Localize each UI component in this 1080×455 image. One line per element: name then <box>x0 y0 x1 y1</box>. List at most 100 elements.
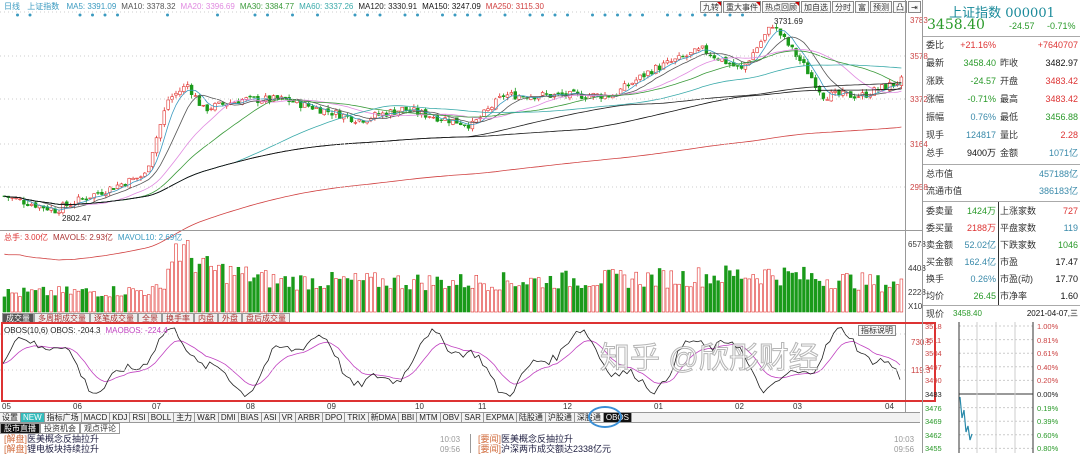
candle <box>314 107 319 110</box>
volume-bar <box>899 278 904 313</box>
news-item[interactable]: [要闻]沪深两市成交额达2338亿元 <box>478 444 611 454</box>
indicator-tab[interactable]: MTM <box>417 413 441 422</box>
mini-axis-left: 3476 <box>925 403 942 413</box>
indicator-tab[interactable]: DPO <box>323 413 346 422</box>
volume-bar <box>221 263 225 313</box>
volume-bar <box>213 270 217 313</box>
volume-bar <box>256 274 260 313</box>
indicator-tab[interactable]: RSI <box>130 413 149 422</box>
indicator-tab[interactable]: ASI <box>262 413 280 422</box>
volume-bar <box>864 284 869 313</box>
event-marker <box>716 13 719 17</box>
event-marker <box>453 13 457 17</box>
volume-bar <box>338 278 342 313</box>
news-item[interactable]: [解盘]锂电板块持续拉升 <box>4 444 99 454</box>
obos-axis-label: 730.5 <box>911 338 932 347</box>
volume-bar <box>821 285 826 313</box>
obos-legend: OBOS(10,6) OBOS: -204.3 MAOBOS: -224.4 <box>4 326 173 336</box>
indicator-tab[interactable]: ARBR <box>296 413 324 422</box>
candle <box>802 59 806 63</box>
candle <box>806 62 810 75</box>
event-marker <box>466 13 469 17</box>
indicator-tab[interactable]: 设置 <box>0 413 21 422</box>
indicator-tab[interactable]: 陆股通 <box>517 413 546 422</box>
toolbar-button[interactable]: 热点回顾 <box>762 1 800 13</box>
indicator-tab[interactable]: EXPMA <box>484 413 517 422</box>
candle <box>29 203 34 206</box>
quote-label: 总手 <box>926 148 945 158</box>
indicator-tab[interactable]: SAR <box>462 413 484 422</box>
candle <box>209 108 213 110</box>
news-divider <box>470 434 471 453</box>
indicator-tab[interactable]: VR <box>280 413 296 422</box>
chart-toolbar: 九转 重大事件 热点回顾 加自选 分时富预测凸 ⇥ <box>700 1 922 13</box>
indicator-tab[interactable]: 沪股通 <box>546 413 575 422</box>
news-item[interactable]: [要闻]医美概念反抽拉升 <box>478 434 573 444</box>
price-axis-label: 3578 <box>910 52 928 61</box>
indicator-tab[interactable]: BIAS <box>239 413 262 422</box>
indicator-tab[interactable]: BOLL <box>149 413 175 422</box>
indicator-tab[interactable]: MACD <box>82 413 111 422</box>
volume-bar <box>443 288 447 313</box>
news-tab[interactable]: 股市直播 <box>0 423 40 434</box>
toolbar-button[interactable]: 分时 <box>832 1 854 13</box>
indicator-tab[interactable]: TRIX <box>345 413 369 422</box>
indicator-tab[interactable]: KDJ <box>110 413 131 422</box>
volume-bar <box>326 285 330 313</box>
volume-bar <box>166 268 170 313</box>
candle <box>486 108 490 111</box>
indicator-tab[interactable]: NEW <box>21 413 45 422</box>
intraday-minichart[interactable]: 3518 1.00% 3511 0.81% 3504 0.61% 3497 0.40% 3490… <box>923 322 1080 453</box>
now-value: 3458.40 <box>953 309 982 318</box>
candle <box>22 200 26 205</box>
event-marker <box>116 13 119 17</box>
quote-label: 委买量 <box>926 223 954 233</box>
volume-unit: X10 <box>908 302 923 311</box>
toolbar-button[interactable]: 九转 <box>700 1 722 13</box>
volume-bar <box>704 274 709 313</box>
volume-bar <box>380 278 385 313</box>
indicator-tab[interactable]: 主力 <box>174 413 196 422</box>
obos-line <box>2 327 901 398</box>
candle <box>572 89 576 92</box>
news-tab[interactable]: 投资机会 <box>40 423 80 434</box>
indicator-tab[interactable]: DMI <box>219 413 239 422</box>
news-tag: [解盘] <box>4 444 28 454</box>
news-tab[interactable]: 观点评论 <box>80 423 120 434</box>
quote-value: 2188万 <box>966 223 996 233</box>
event-marker <box>691 13 694 17</box>
candle <box>322 108 326 115</box>
candle <box>474 119 478 124</box>
candle <box>618 88 623 95</box>
volume-bar <box>689 286 693 313</box>
mini-axis-right: 0.39% <box>1037 417 1059 427</box>
news-item[interactable]: [解盘]医美概念反抽拉升 <box>4 434 99 444</box>
indicator-tab[interactable]: W&R <box>195 413 219 422</box>
volume-bar <box>22 287 26 313</box>
candlestick-chart[interactable] <box>0 0 922 412</box>
volume-bar <box>201 257 205 313</box>
toolbar-button[interactable]: 预测 <box>870 1 892 13</box>
volume-bar <box>127 287 131 313</box>
mini-axis-left: 3504 <box>925 349 942 359</box>
candle <box>10 197 14 199</box>
indicator-tab[interactable]: 指标广场 <box>45 413 82 422</box>
toolbar-button[interactable]: ⇥ <box>908 1 921 13</box>
quote-row: 均价 26.45 市净率 1.60 <box>923 288 1080 305</box>
event-marker <box>478 13 482 17</box>
indicator-tab[interactable]: 新DMA <box>369 413 400 422</box>
news-tag: [要闻] <box>478 444 502 454</box>
candle <box>646 70 650 76</box>
indicator-tab[interactable]: BBI <box>399 413 418 422</box>
candle <box>837 89 841 96</box>
indicator-tab[interactable]: OBV <box>441 413 463 422</box>
toolbar-button[interactable]: 富 <box>855 1 869 13</box>
quote-row: 委买量 2188万 平盘家数 119 <box>923 220 1080 237</box>
kline-area[interactable]: 日线 上证指数 MA5: 3391.09 MA10: 3378.32 MA20: 3… <box>0 0 931 412</box>
indicator-help-button[interactable]: 指标说明 <box>858 325 896 336</box>
volume-bar <box>517 285 521 313</box>
toolbar-button[interactable]: 重大事件 <box>723 1 761 13</box>
volume-bar <box>69 293 73 313</box>
candle <box>669 61 674 63</box>
volume-bar <box>626 287 631 313</box>
